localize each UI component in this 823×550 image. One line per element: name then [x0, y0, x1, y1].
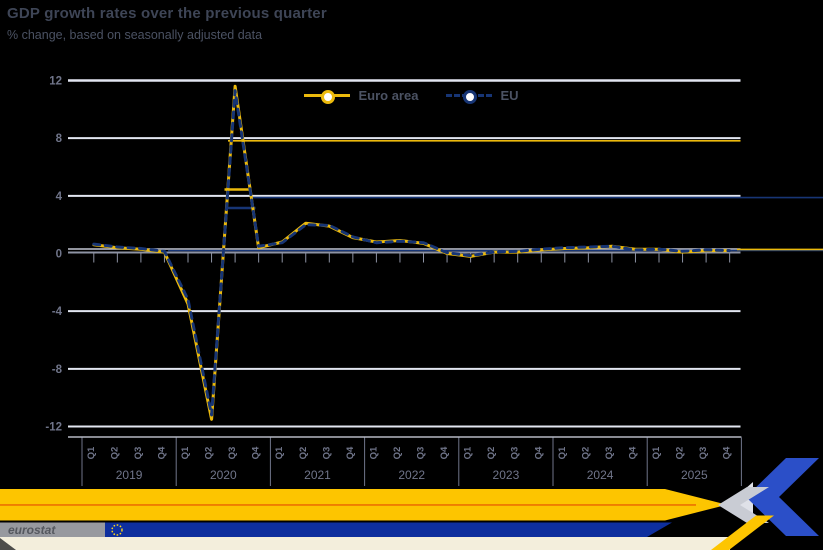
x-axis-quarter-label: Q1: [180, 446, 191, 459]
series-line-eu: [92, 89, 732, 417]
x-axis-quarter-label: Q4: [251, 446, 262, 459]
year-label: 2023: [493, 468, 520, 482]
eurostat-logo-text: eurostat: [8, 523, 56, 537]
y-axis-label: -8: [52, 364, 63, 376]
banner-cream-strip: [0, 537, 730, 550]
year-label: 2021: [304, 468, 331, 482]
x-axis-quarter-label: Q3: [604, 447, 615, 460]
year-label: 2022: [398, 468, 425, 482]
x-axis-quarter-label: Q4: [345, 446, 356, 459]
x-axis-quarter-label: Q1: [463, 446, 474, 459]
legend-label: EU: [500, 88, 519, 103]
x-axis-quarter-label: Q4: [627, 446, 638, 459]
eurostat-arrow-blue: [746, 458, 819, 536]
x-axis-quarter-label: Q1: [557, 446, 568, 459]
banner-navy-stripe: [105, 522, 672, 537]
year-label: 2024: [587, 468, 614, 482]
legend-marker-eu: [446, 89, 493, 104]
x-axis-quarter-label: Q3: [698, 447, 709, 460]
banner-yellow-diagonal: [711, 515, 774, 550]
chart-legend: Euro area EU: [0, 88, 823, 104]
x-axis-quarter-label: Q2: [109, 447, 120, 460]
y-axis-label: 0: [56, 249, 62, 261]
y-axis-label: 12: [49, 75, 62, 87]
x-axis-quarter-label: Q2: [675, 447, 686, 460]
y-axis-label: -12: [45, 422, 62, 434]
x-axis-quarter-label: Q3: [321, 447, 332, 460]
x-axis-quarter-label: Q3: [510, 447, 521, 460]
x-axis-quarter-label: Q2: [486, 447, 497, 460]
chart-title: GDP growth rates over the previous quart…: [7, 5, 327, 22]
x-axis-quarter-label: Q3: [227, 447, 238, 460]
eurostat-arrow-silver: [718, 487, 769, 523]
y-axis-label: -4: [52, 306, 63, 318]
x-axis-quarter-label: Q1: [368, 446, 379, 459]
x-axis-quarter-label: Q4: [156, 446, 167, 459]
x-axis-quarter-label: Q1: [274, 446, 285, 459]
x-axis-quarter-label: Q2: [204, 447, 215, 460]
x-axis-quarter-label: Q1: [86, 446, 97, 459]
banner-corner-shadow: [0, 538, 16, 550]
chart-subtitle: % change, based on seasonally adjusted d…: [7, 28, 263, 42]
x-axis-quarter-label: Q2: [580, 447, 591, 460]
x-axis-quarter-label: Q4: [533, 446, 544, 459]
x-axis-quarter-label: Q1: [651, 446, 662, 459]
x-axis-quarter-label: Q4: [722, 446, 733, 459]
year-label: 2025: [681, 468, 708, 482]
legend-item-euro-area[interactable]: Euro area: [304, 88, 419, 104]
x-axis-quarter-label: Q3: [416, 447, 427, 460]
x-axis-quarter-label: Q2: [298, 447, 309, 460]
eu-stars-icon: [111, 524, 123, 536]
banner-orange-line: [0, 504, 696, 506]
y-axis-label: 8: [56, 133, 63, 145]
y-axis-label: 4: [56, 191, 63, 203]
year-label: 2020: [210, 468, 237, 482]
x-axis-quarter-label: Q2: [392, 447, 403, 460]
legend-label: Euro area: [358, 88, 419, 103]
x-axis-quarter-label: Q4: [439, 446, 450, 459]
legend-marker-euro-area: [304, 89, 351, 104]
x-axis-quarter-label: Q3: [133, 447, 144, 460]
year-label: 2019: [116, 468, 143, 482]
legend-item-eu[interactable]: EU: [446, 88, 519, 104]
eurostat-logo-block: [0, 522, 105, 537]
